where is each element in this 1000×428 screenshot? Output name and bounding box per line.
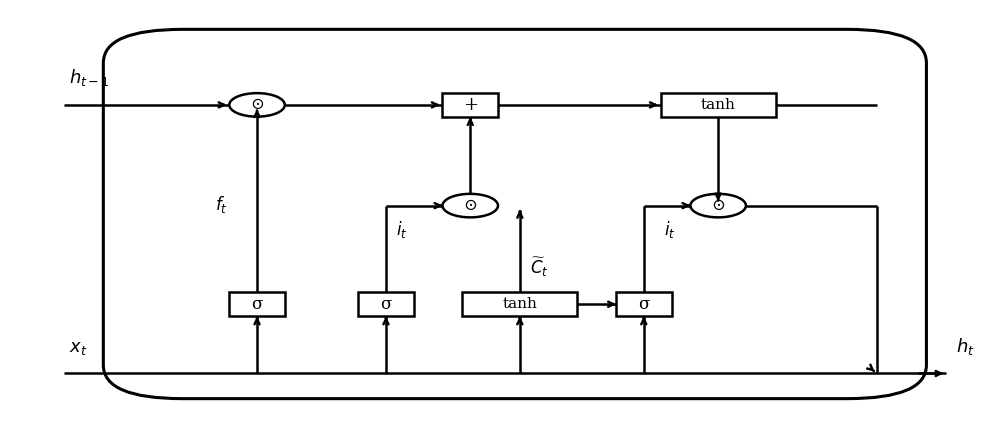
Circle shape (442, 194, 498, 217)
FancyBboxPatch shape (462, 292, 577, 316)
Circle shape (690, 194, 746, 217)
Text: ⊙: ⊙ (250, 96, 264, 113)
Text: $f_t$: $f_t$ (215, 194, 227, 215)
Text: σ: σ (638, 296, 649, 313)
Text: σ: σ (251, 296, 263, 313)
Text: +: + (463, 96, 478, 114)
FancyBboxPatch shape (358, 292, 414, 316)
Text: ⊙: ⊙ (463, 197, 477, 214)
FancyBboxPatch shape (103, 30, 926, 398)
Circle shape (229, 93, 285, 117)
Text: $i_t$: $i_t$ (396, 219, 407, 240)
Text: $h_{t-1}$: $h_{t-1}$ (69, 67, 109, 88)
FancyBboxPatch shape (661, 93, 776, 117)
Text: tanh: tanh (701, 98, 736, 112)
Text: $h_t$: $h_t$ (956, 336, 975, 357)
FancyBboxPatch shape (442, 93, 498, 117)
FancyBboxPatch shape (616, 292, 672, 316)
Text: $i_t$: $i_t$ (664, 219, 675, 240)
Text: $x_t$: $x_t$ (69, 339, 87, 357)
Text: $\widetilde{C}_t$: $\widetilde{C}_t$ (530, 256, 548, 279)
Text: ⊙: ⊙ (711, 197, 725, 214)
FancyBboxPatch shape (229, 292, 285, 316)
Text: tanh: tanh (502, 297, 537, 311)
Text: σ: σ (380, 296, 392, 313)
